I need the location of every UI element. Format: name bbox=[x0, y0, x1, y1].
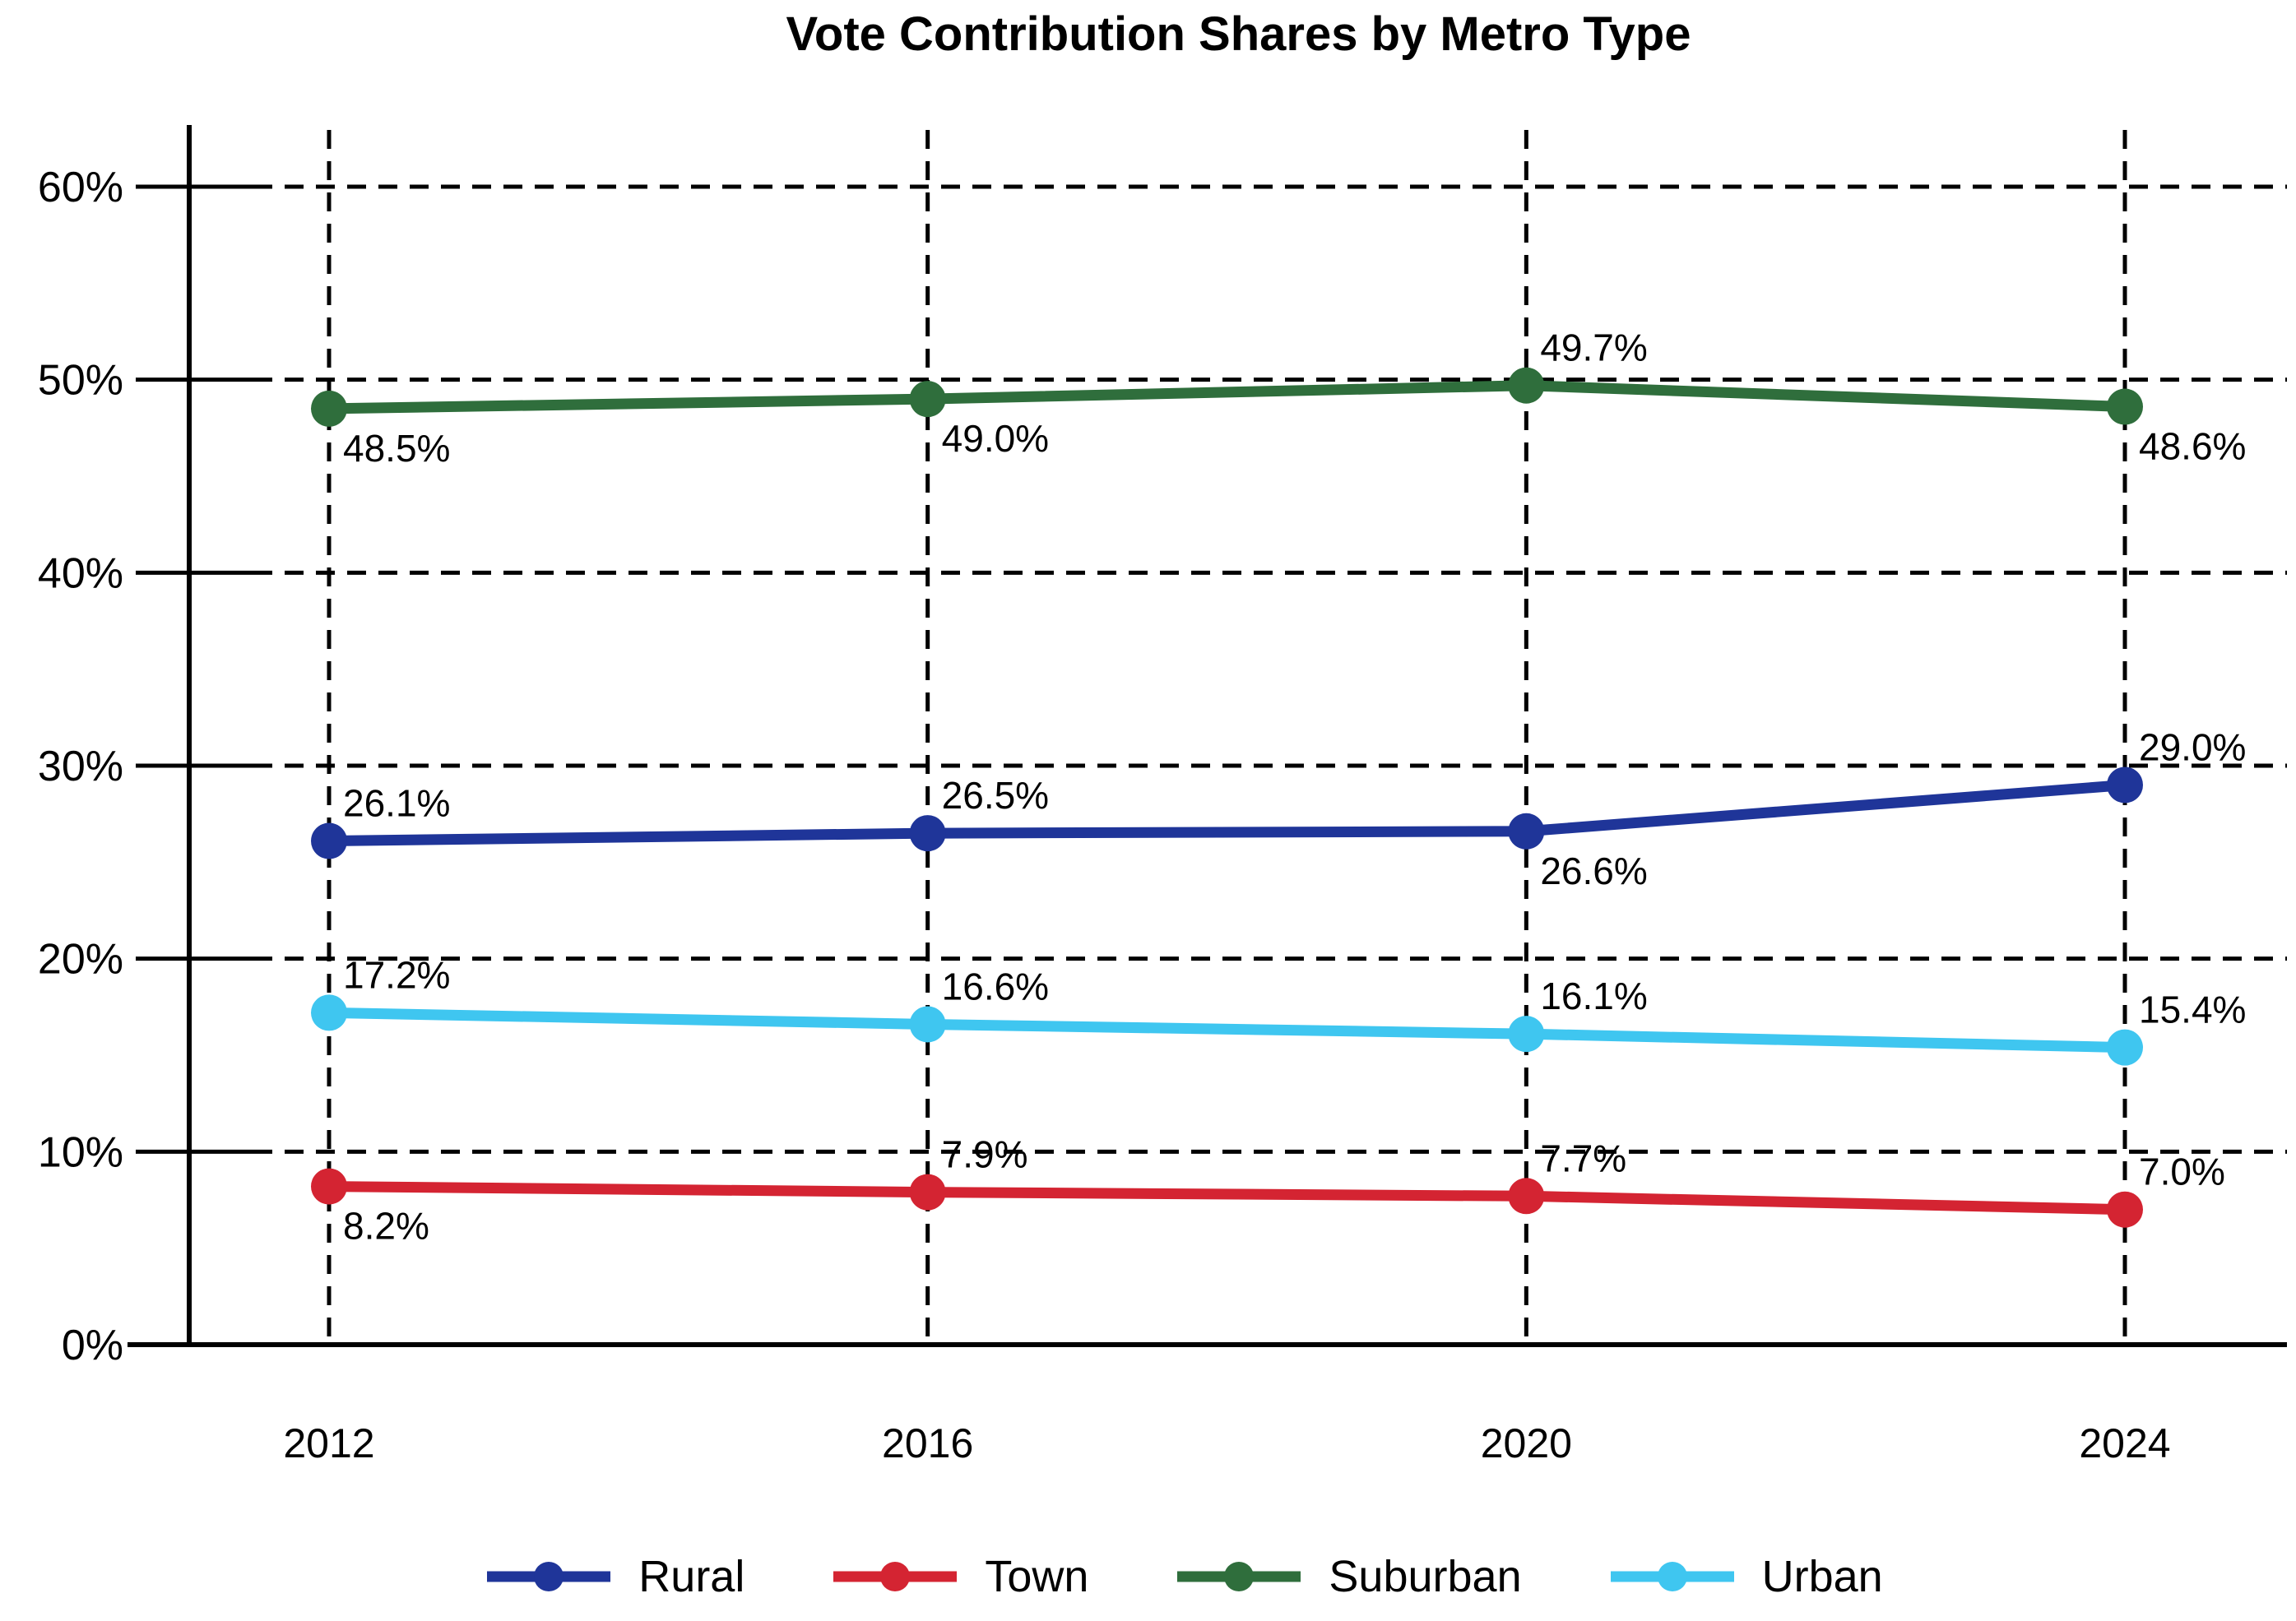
legend-dot-swatch bbox=[1657, 1562, 1687, 1591]
town-point bbox=[2107, 1191, 2143, 1228]
legend-label-urban: Urban bbox=[1761, 1552, 1883, 1601]
point-value-label: 16.6% bbox=[942, 965, 1049, 1007]
y-tick-label: 50% bbox=[38, 357, 123, 405]
legend-dot-swatch bbox=[880, 1562, 911, 1591]
rural-point bbox=[2107, 767, 2143, 804]
point-value-label: 29.0% bbox=[2139, 725, 2246, 768]
point-value-label: 8.2% bbox=[343, 1205, 429, 1248]
y-tick-label: 60% bbox=[38, 164, 123, 211]
urban-point bbox=[909, 1006, 946, 1043]
point-value-label: 48.6% bbox=[2139, 425, 2246, 468]
y-tick-label: 40% bbox=[38, 549, 123, 597]
urban-point bbox=[1508, 1016, 1545, 1053]
suburban-legend-marker bbox=[1177, 1562, 1301, 1591]
chart-title: Vote Contribution Shares by Metro Type bbox=[786, 7, 1691, 61]
x-tick-label: 2020 bbox=[1481, 1420, 1572, 1466]
x-tick-label: 2012 bbox=[283, 1420, 374, 1466]
y-tick-label: 0% bbox=[62, 1322, 123, 1369]
town-point bbox=[311, 1168, 347, 1205]
legend-label-suburban: Suburban bbox=[1329, 1552, 1522, 1601]
town-legend-marker bbox=[833, 1562, 958, 1591]
legend-item-town: Town bbox=[833, 1551, 1088, 1602]
point-value-label: 49.7% bbox=[1540, 327, 1647, 369]
point-value-label: 7.7% bbox=[1540, 1137, 1626, 1179]
suburban-point bbox=[311, 390, 347, 427]
point-value-label: 15.4% bbox=[2139, 989, 2246, 1031]
point-value-label: 26.5% bbox=[942, 774, 1049, 817]
town-point bbox=[909, 1174, 946, 1211]
rural-point bbox=[311, 822, 347, 859]
point-value-label: 7.0% bbox=[2139, 1151, 2225, 1193]
legend-item-urban: Urban bbox=[1610, 1551, 1883, 1602]
point-value-label: 7.9% bbox=[942, 1133, 1028, 1176]
town-line bbox=[328, 1181, 2126, 1216]
legend-label-town: Town bbox=[985, 1552, 1089, 1601]
urban-point bbox=[311, 994, 347, 1031]
rural-legend-marker bbox=[487, 1562, 611, 1591]
legend: Rural Town Suburban Urban bbox=[74, 1551, 2296, 1602]
legend-item-rural: Rural bbox=[487, 1551, 744, 1602]
y-tick-label: 20% bbox=[38, 936, 123, 984]
point-value-label: 49.0% bbox=[942, 417, 1049, 460]
suburban-point bbox=[2107, 388, 2143, 425]
rural-point bbox=[909, 815, 946, 852]
x-tick-label: 2024 bbox=[2079, 1420, 2170, 1466]
town-point bbox=[1508, 1178, 1545, 1215]
urban-point bbox=[2107, 1029, 2143, 1066]
suburban-point bbox=[1508, 367, 1545, 404]
point-value-label: 16.1% bbox=[1540, 975, 1647, 1017]
point-value-label: 48.5% bbox=[343, 427, 450, 470]
y-tick-label: 10% bbox=[38, 1128, 123, 1176]
urban-legend-marker bbox=[1610, 1562, 1734, 1591]
legend-label-rural: Rural bbox=[638, 1552, 745, 1601]
rural-line bbox=[328, 779, 2126, 847]
suburban-point bbox=[909, 381, 946, 418]
urban-line bbox=[328, 1007, 2126, 1054]
rural-point bbox=[1508, 813, 1545, 850]
legend-dot-swatch bbox=[534, 1562, 564, 1591]
y-tick-label: 30% bbox=[38, 743, 123, 790]
legend-dot-swatch bbox=[1224, 1562, 1255, 1591]
x-tick-label: 2016 bbox=[882, 1420, 973, 1466]
suburban-line bbox=[328, 380, 2126, 415]
point-value-label: 17.2% bbox=[343, 953, 450, 996]
point-value-label: 26.1% bbox=[343, 782, 450, 825]
legend-item-suburban: Suburban bbox=[1177, 1551, 1522, 1602]
point-value-label: 26.6% bbox=[1540, 850, 1647, 892]
